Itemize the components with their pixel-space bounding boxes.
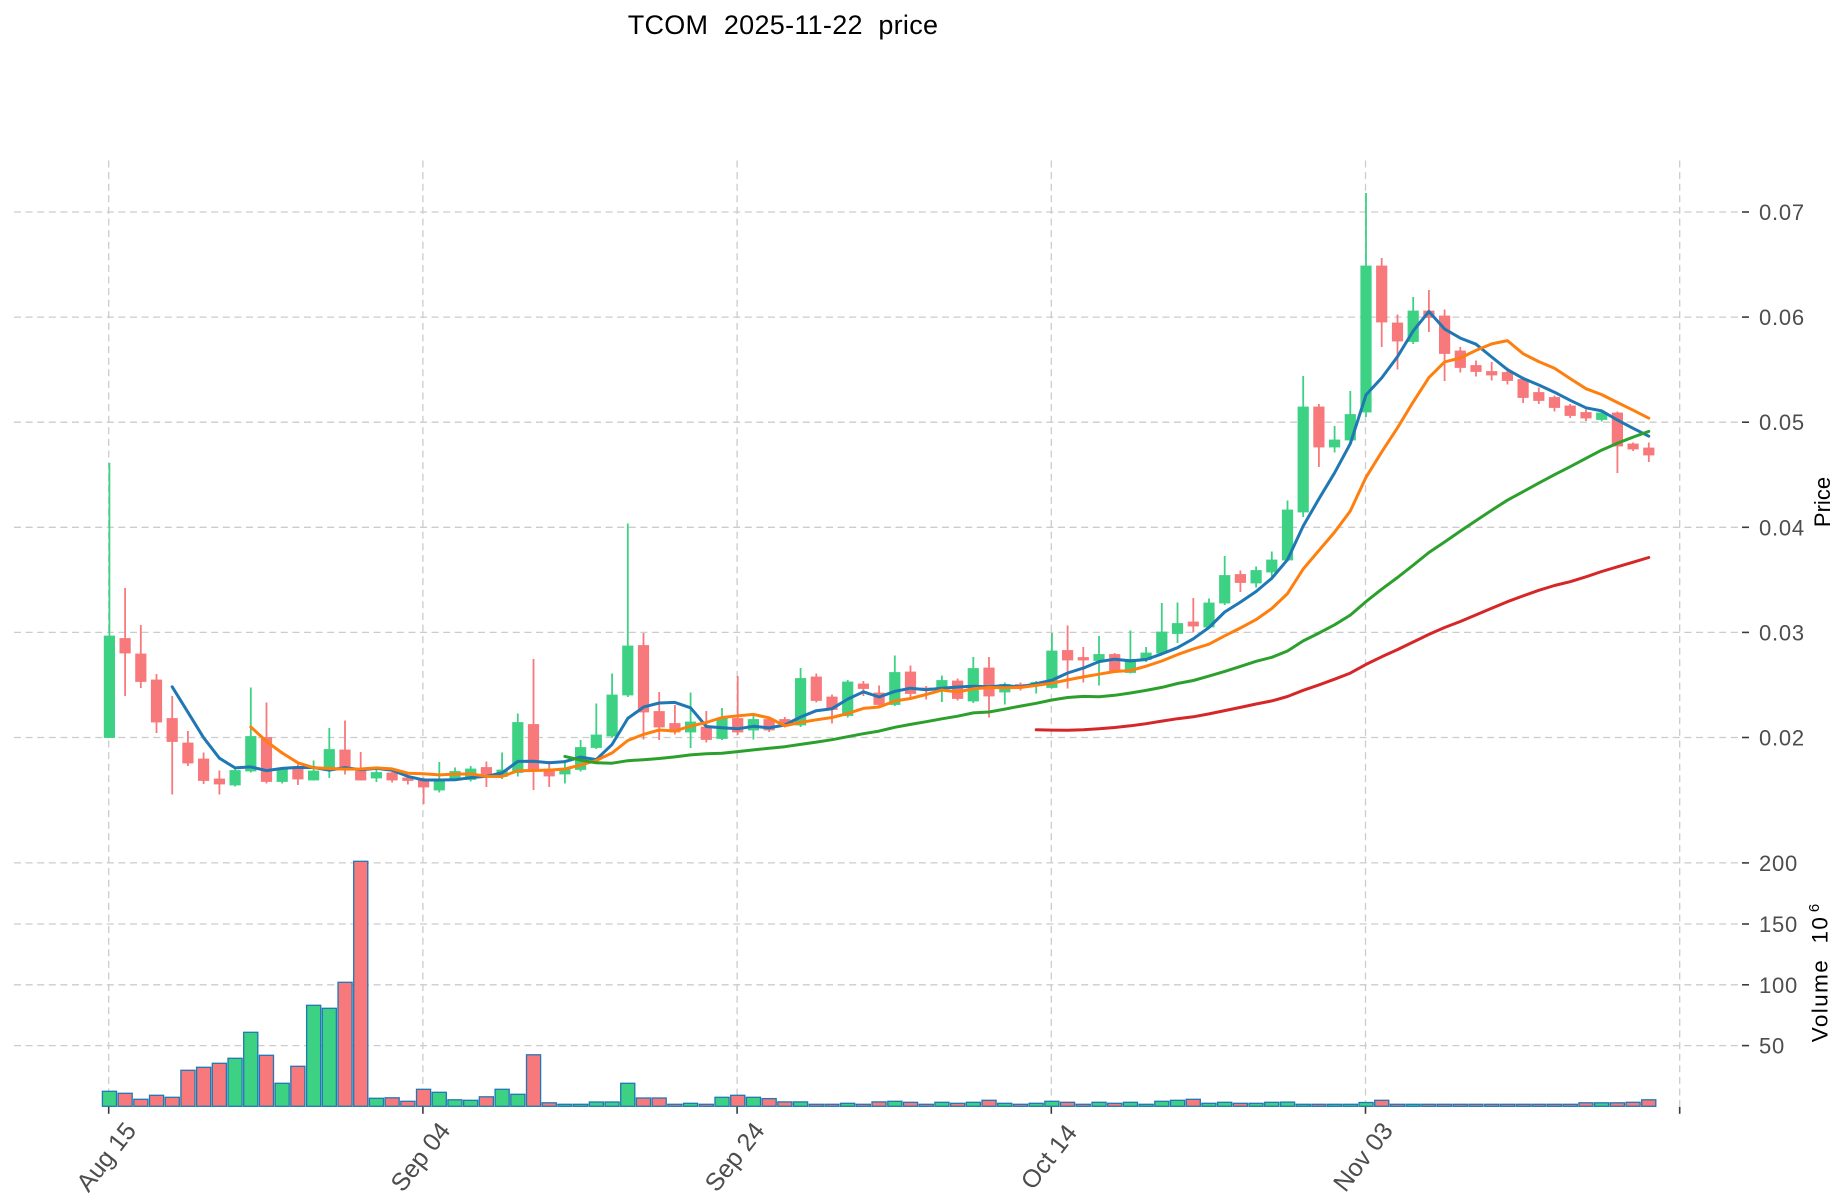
- svg-text:Price: Price: [1810, 477, 1835, 527]
- svg-text:0.02: 0.02: [1759, 726, 1805, 751]
- svg-text:100: 100: [1759, 973, 1798, 998]
- svg-text:0.03: 0.03: [1759, 620, 1805, 645]
- svg-text:0.07: 0.07: [1759, 200, 1805, 225]
- svg-text:150: 150: [1759, 912, 1798, 937]
- svg-text:TCOM 2025-11-22 price: TCOM 2025-11-22 price: [628, 10, 939, 40]
- svg-text:0.06: 0.06: [1759, 305, 1805, 330]
- svg-text:0.05: 0.05: [1759, 410, 1805, 435]
- svg-text:0.04: 0.04: [1759, 515, 1805, 540]
- svg-text:50: 50: [1759, 1034, 1785, 1059]
- svg-text:200: 200: [1759, 851, 1798, 876]
- svg-text:6: 6: [1806, 904, 1823, 912]
- svg-text:Volume 10: Volume 10: [1808, 916, 1833, 1043]
